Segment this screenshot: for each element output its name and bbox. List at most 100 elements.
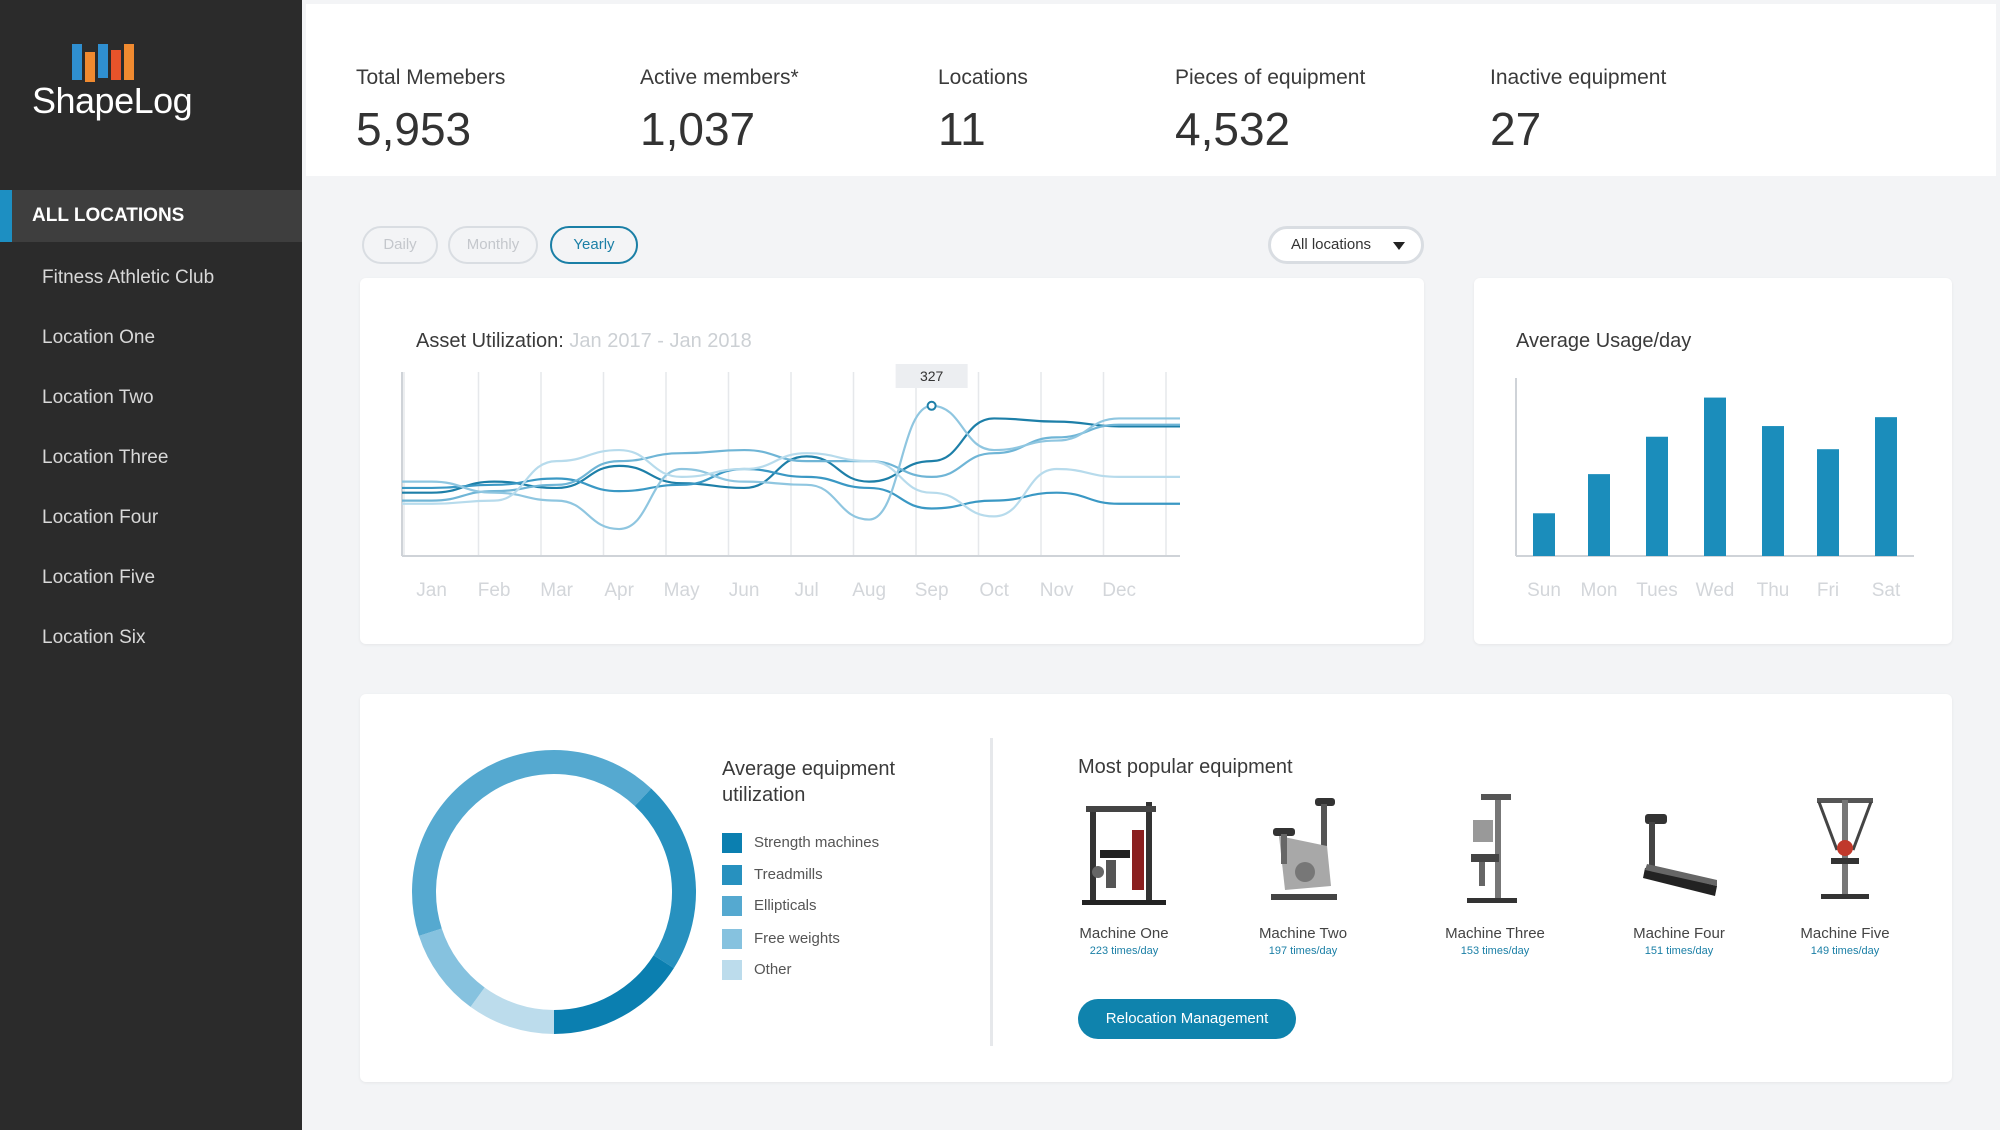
chevron-down-icon: [1393, 242, 1405, 250]
asset-utilization-title: Asset Utilization: Jan 2017 - Jan 2018: [416, 330, 752, 353]
asset-utilization-card: Asset Utilization: Jan 2017 - Jan 2018 J…: [360, 278, 1424, 644]
x-tick-label: Tues: [1636, 580, 1678, 601]
home-gym-icon: [1082, 802, 1166, 905]
stat-pieces-of-equipment: Pieces of equipment 4,532: [1175, 66, 1365, 156]
bowflex-icon: [1817, 798, 1873, 899]
stat-active-members: Active members* 1,037: [640, 66, 799, 156]
relocation-management-button[interactable]: Relocation Management: [1078, 999, 1296, 1039]
line-series-3: [402, 423, 1180, 502]
popular-equipment-title: Most popular equipment: [1078, 756, 1293, 778]
sidebar-item-location-four[interactable]: Location Four: [42, 507, 159, 528]
x-tick-label: May: [664, 580, 700, 601]
stat-label: Total Memebers: [356, 66, 506, 89]
stat-label: Locations: [938, 66, 1028, 89]
machine-name: Machine Two: [1258, 925, 1348, 942]
period-monthly-button[interactable]: Monthly: [448, 226, 538, 264]
sidebar-item-location-three[interactable]: Location Three: [42, 447, 169, 468]
tooltip-box: [895, 364, 968, 388]
stat-locations: Locations 11: [938, 66, 1028, 156]
treadmill-icon: [1643, 814, 1717, 896]
shapelog-logo[interactable]: ShapeLog: [32, 44, 193, 124]
line-series-2: [402, 467, 1180, 510]
x-tick-label: Sun: [1527, 580, 1561, 601]
sidebar: ShapeLog ALL LOCATIONS Fitness Athletic …: [0, 0, 302, 1130]
stat-value: 27: [1490, 103, 1542, 155]
legend-strength-machines: Strength machines: [722, 833, 879, 853]
average-usage-bar-chart[interactable]: Sun Mon Tues Wed Thu Fri Sat: [1474, 278, 1952, 644]
machine-card[interactable]: Machine Four 151 times/day: [1614, 790, 1744, 957]
donut-slice: [412, 750, 652, 936]
average-usage-title: Average Usage/day: [1516, 330, 1692, 352]
stat-label: Inactive equipment: [1490, 66, 1667, 89]
x-tick-label: Sep: [915, 580, 949, 601]
machine-rate: 223 times/day: [1089, 945, 1159, 957]
x-tick-label: Jan: [416, 580, 447, 601]
x-tick-label: Apr: [604, 580, 634, 601]
x-tick-label: Aug: [852, 580, 886, 601]
bar: [1762, 426, 1784, 556]
legend-swatch: [722, 833, 742, 853]
machine-rate: 153 times/day: [1460, 945, 1530, 957]
x-tick-label: Thu: [1757, 580, 1790, 601]
x-tick-label: Sat: [1872, 580, 1901, 601]
chart-date-range: Jan 2017 - Jan 2018: [569, 330, 752, 352]
stat-value: 5,953: [356, 103, 472, 155]
location-filter-dropdown[interactable]: All locations: [1268, 226, 1424, 264]
logo-mark-icon: [72, 44, 134, 84]
stat-label: Active members*: [640, 66, 799, 89]
legend-label: Strength machines: [754, 833, 880, 851]
legend-swatch: [722, 896, 742, 916]
x-tick-label: Mon: [1581, 580, 1618, 601]
x-tick-label: Jun: [729, 580, 760, 601]
bar: [1817, 449, 1839, 556]
x-tick-label: Oct: [979, 580, 1009, 601]
sidebar-item-fitness-athletic-club[interactable]: Fitness Athletic Club: [42, 267, 215, 288]
x-tick-label: Nov: [1040, 580, 1074, 601]
stat-inactive-equipment: Inactive equipment 27: [1490, 66, 1666, 156]
sidebar-item-location-five[interactable]: Location Five: [42, 567, 156, 588]
legend-swatch: [722, 865, 742, 885]
machine-rate: 197 times/day: [1268, 945, 1338, 957]
machine-card[interactable]: Machine Five 149 times/day: [1780, 790, 1910, 957]
donut-slice: [418, 928, 485, 1007]
x-tick-label: Fri: [1817, 580, 1839, 601]
sidebar-item-all-locations[interactable]: ALL LOCATIONS: [0, 190, 302, 242]
sidebar-item-location-two[interactable]: Location Two: [42, 387, 154, 408]
x-tick-label: Jul: [794, 580, 818, 601]
stat-value: 1,037: [640, 103, 756, 155]
tooltip-value: 327: [920, 368, 944, 384]
legend-label: Other: [754, 960, 792, 978]
legend-swatch: [722, 929, 742, 949]
stat-label: Pieces of equipment: [1175, 66, 1366, 89]
machine-card[interactable]: Machine Three 153 times/day: [1430, 790, 1560, 957]
equipment-utilization-title: Average equipment utilization: [722, 756, 895, 808]
asset-utilization-line-chart[interactable]: Jan Feb Mar Apr May Jun Jul Aug Sep Oct Nov Dec 327: [360, 278, 1424, 644]
legend-other: Other: [722, 960, 792, 980]
bar: [1704, 397, 1726, 556]
machine-name: Machine One: [1079, 925, 1169, 942]
legend-free-weights: Free weights: [722, 929, 840, 949]
stat-total-members: Total Memebers 5,953: [356, 66, 505, 156]
donut-slice: [634, 788, 696, 969]
legend-label: Ellipticals: [754, 896, 817, 914]
legend-label: Free weights: [754, 929, 840, 947]
location-filter-value: All locations: [1291, 236, 1372, 253]
sidebar-item-location-six[interactable]: Location Six: [42, 627, 146, 648]
period-daily-button[interactable]: Daily: [362, 226, 438, 264]
sidebar-item-location-one[interactable]: Location One: [42, 327, 156, 348]
machine-card[interactable]: Machine Two 197 times/day: [1238, 790, 1368, 957]
x-tick-label: Mar: [540, 580, 573, 601]
bar: [1875, 417, 1897, 556]
legend-ellipticals: Ellipticals: [722, 896, 817, 916]
line-series-4: [401, 404, 1180, 531]
equipment-utilization-donut-chart[interactable]: [394, 732, 714, 1052]
equipment-utilization-title-line2: utilization: [722, 784, 806, 806]
stat-value: 4,532: [1175, 103, 1291, 155]
stats-header: Total Memebers 5,953 Active members* 1,0…: [306, 4, 1996, 176]
machine-card[interactable]: Machine One 223 times/day: [1059, 790, 1189, 957]
x-tick-label: Feb: [478, 580, 511, 601]
period-yearly-button[interactable]: Yearly: [550, 226, 638, 264]
legend-treadmills: Treadmills: [722, 865, 823, 885]
tooltip-point: [926, 400, 937, 411]
logo-text: ShapeLog: [32, 80, 193, 121]
